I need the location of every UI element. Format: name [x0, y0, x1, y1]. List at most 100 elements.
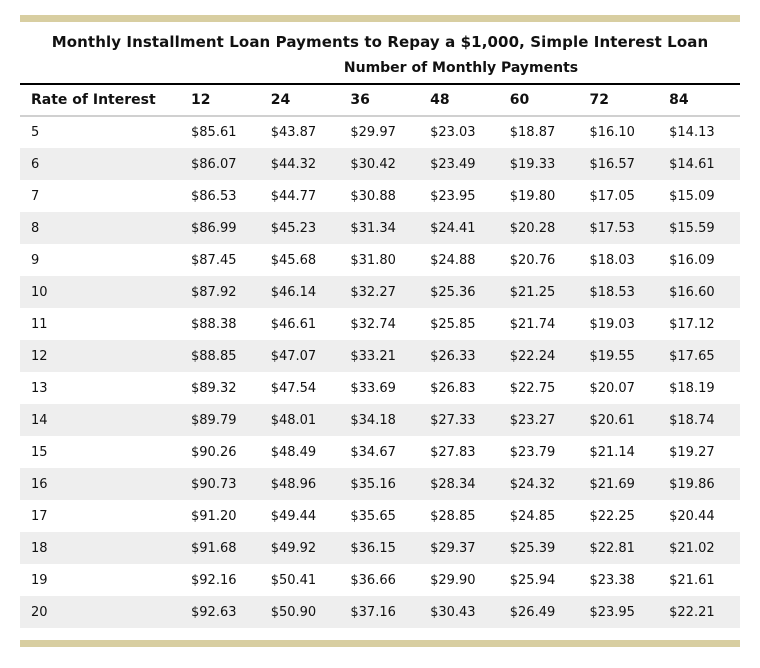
column-header-24: 24	[261, 83, 342, 117]
column-header-36: 36	[341, 83, 422, 117]
payment-cell: $23.79	[509, 444, 556, 460]
payment-cell: $46.61	[270, 316, 317, 332]
rate-cell: 10	[31, 284, 48, 300]
payment-cell: $35.65	[350, 508, 396, 524]
payment-cell: $49.44	[270, 508, 317, 524]
payment-cell: $89.32	[191, 380, 237, 396]
payment-cell: $49.92	[270, 540, 317, 556]
rate-cell: 9	[31, 252, 40, 268]
payment-cell: $37.16	[350, 604, 396, 620]
rate-cell: 20	[31, 604, 48, 620]
rate-cell: 17	[31, 508, 48, 524]
payment-cell: $34.67	[350, 444, 396, 460]
payment-cell: $90.26	[191, 444, 237, 460]
payment-cell: $17.12	[669, 316, 715, 332]
payment-cell: $22.75	[509, 380, 556, 396]
payment-cell: $90.73	[191, 476, 237, 492]
payment-cell: $23.49	[430, 156, 476, 172]
rate-cell: 8	[31, 220, 40, 236]
payment-cell: $26.49	[509, 604, 556, 620]
payment-cell: $19.55	[589, 348, 635, 364]
rate-cell: 18	[31, 540, 48, 556]
payment-cell: $33.69	[350, 380, 396, 396]
payment-cell: $91.20	[191, 508, 237, 524]
payment-cell: $27.33	[430, 412, 476, 428]
column-header-48: 48	[421, 83, 501, 117]
payment-cell: $28.34	[430, 476, 476, 492]
payment-cell: $33.21	[350, 348, 396, 364]
column-header-60: 60	[500, 83, 581, 117]
payment-cell: $44.32	[270, 156, 317, 172]
payment-cell: $27.83	[430, 444, 476, 460]
payment-cell: $16.60	[669, 284, 715, 300]
rate-cell: 15	[31, 444, 48, 460]
loan-payment-table-card: Monthly Installment Loan Payments to Rep…	[20, 15, 740, 647]
payment-cell: $25.36	[430, 284, 476, 300]
payment-cell: $21.02	[669, 540, 715, 556]
payment-cell: $24.41	[430, 220, 476, 236]
payment-cell: $20.28	[509, 220, 556, 236]
payment-cell: $26.33	[430, 348, 476, 364]
payment-cell: $17.05	[589, 188, 635, 204]
payment-cell: $32.27	[350, 284, 396, 300]
table-row: 5 $85.61 $43.87 $29.97 $23.03 $18.87 $16.10 $14…	[20, 116, 740, 148]
bottom-accent-bar	[20, 640, 740, 647]
payment-cell: $36.66	[350, 572, 396, 588]
payment-cell: $29.37	[430, 540, 476, 556]
payment-cell: $25.85	[430, 316, 476, 332]
rate-cell: 14	[31, 412, 48, 428]
payment-cell: $23.95	[430, 188, 476, 204]
rate-of-interest-header: Rate of Interest	[20, 83, 183, 117]
rate-cell: 16	[31, 476, 48, 492]
top-accent-bar	[20, 15, 740, 22]
rate-cell: 7	[31, 188, 40, 204]
loan-payment-table: Number of Monthly Payments Rate of Inter…	[20, 58, 740, 628]
payment-cell: $14.13	[669, 125, 715, 140]
payment-cell: $47.54	[270, 380, 317, 396]
payment-cell: $88.38	[191, 316, 237, 332]
rate-cell: 11	[31, 316, 48, 332]
payment-cell: $18.87	[509, 125, 556, 140]
payment-cell: $24.85	[509, 508, 556, 524]
payment-cell: $29.90	[430, 572, 476, 588]
rate-cell: 6	[31, 156, 40, 172]
payment-cell: $21.74	[509, 316, 556, 332]
payment-cell: $16.57	[589, 156, 635, 172]
subtitle-row: Number of Monthly Payments	[20, 58, 740, 85]
payment-cell: $30.42	[350, 156, 396, 172]
payment-cell: $16.09	[669, 252, 715, 268]
payment-cell: $19.33	[509, 156, 556, 172]
payment-cell: $19.86	[669, 476, 715, 492]
payment-cell: $18.19	[669, 380, 715, 396]
table-row: 7 $86.53 $44.77 $30.88 $23.95 $19.80 $17.05 $15…	[20, 180, 740, 212]
payment-cell: $43.87	[270, 125, 317, 140]
payment-cell: $14.61	[669, 156, 715, 172]
table-row: 12 $88.85 $47.07 $33.21 $26.33 $22.24 $19.55 $1…	[20, 340, 740, 372]
table-title: Monthly Installment Loan Payments to Rep…	[51, 33, 709, 51]
payment-cell: $22.81	[589, 540, 635, 556]
payment-cell: $18.53	[589, 284, 635, 300]
payment-cell: $24.88	[430, 252, 476, 268]
column-header-12: 12	[182, 83, 262, 117]
payment-cell: $48.01	[270, 412, 317, 428]
payment-cell: $26.83	[430, 380, 476, 396]
payment-cell: $20.61	[589, 412, 635, 428]
payment-cell: $35.16	[350, 476, 396, 492]
payment-cell: $20.07	[589, 380, 635, 396]
loan-table-body: 5 $85.61 $43.87 $29.97 $23.03 $18.87 $16.10 $14…	[20, 116, 740, 628]
payment-cell: $21.69	[589, 476, 635, 492]
payment-cell: $50.41	[270, 572, 317, 588]
payment-cell: $21.61	[669, 572, 715, 588]
payment-cell: $28.85	[430, 508, 476, 524]
payment-cell: $19.03	[589, 316, 635, 332]
payment-cell: $29.97	[350, 125, 396, 140]
table-row: 17 $91.20 $49.44 $35.65 $28.85 $24.85 $22.25 $2…	[20, 500, 740, 532]
payment-cell: $20.76	[509, 252, 556, 268]
payment-cell: $86.07	[191, 156, 237, 172]
payment-cell: $34.18	[350, 412, 396, 428]
payment-cell: $23.03	[430, 125, 476, 140]
payment-cell: $19.80	[509, 188, 556, 204]
payment-cell: $92.63	[191, 604, 237, 620]
payment-cell: $48.96	[270, 476, 317, 492]
payment-cell: $20.44	[669, 508, 715, 524]
